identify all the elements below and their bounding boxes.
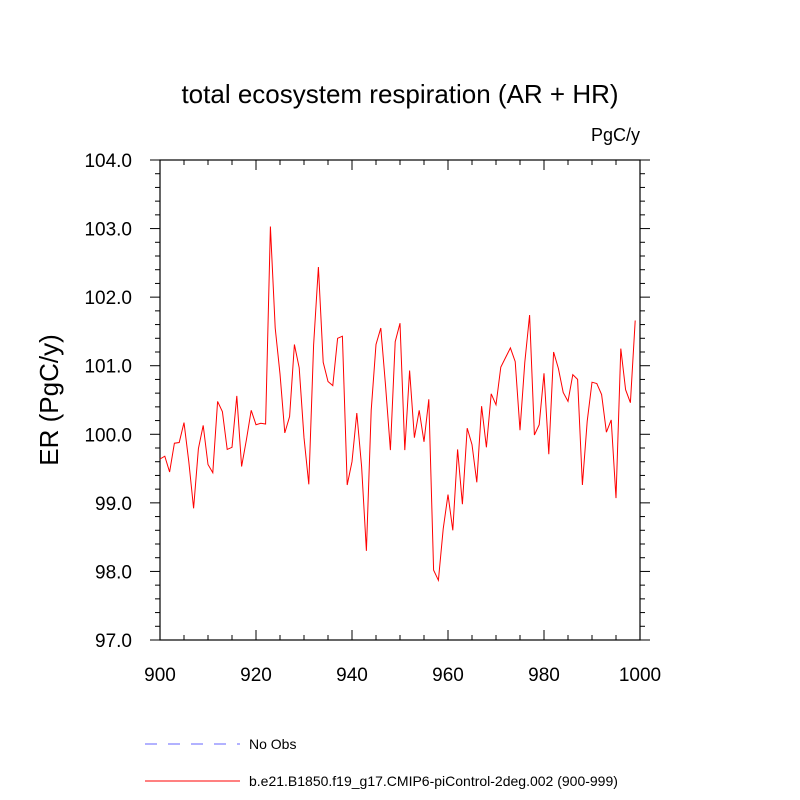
x-tick-label: 900: [144, 665, 176, 686]
chart-title: total ecosystem respiration (AR + HR): [181, 79, 618, 109]
x-tick-label: 980: [528, 665, 560, 686]
x-tick-label: 940: [336, 665, 368, 686]
axis-ticks: [150, 159, 650, 641]
y-tick-label: 103.0: [84, 220, 132, 241]
units-label: PgC/y: [591, 125, 640, 145]
y-tick-label: 99.0: [95, 494, 132, 515]
y-tick-label: 97.0: [95, 631, 132, 652]
y-tick-label: 98.0: [95, 562, 132, 583]
y-tick-label: 104.0: [84, 151, 132, 172]
y-tick-label: 100.0: [84, 425, 132, 446]
x-tick-label: 960: [432, 665, 464, 686]
y-axis-label: ER (PgC/y): [34, 334, 64, 465]
series-layer: [159, 226, 636, 583]
series-line-0: [159, 226, 636, 583]
y-tick-label: 102.0: [84, 288, 132, 309]
x-tick-label: 920: [240, 665, 272, 686]
legend: No Obs b.e21.B1850.f19_g17.CMIP6-piContr…: [145, 736, 618, 789]
legend-label-no-obs: No Obs: [249, 736, 296, 752]
y-tick-label: 101.0: [84, 357, 132, 378]
x-tick-label: 1000: [619, 665, 661, 686]
legend-label-model: b.e21.B1850.f19_g17.CMIP6-piControl-2deg…: [249, 773, 618, 789]
tick-labels: 900 920 940 960 980 1000 97.0 98.0 99.0 100.0 101.…: [84, 151, 661, 686]
